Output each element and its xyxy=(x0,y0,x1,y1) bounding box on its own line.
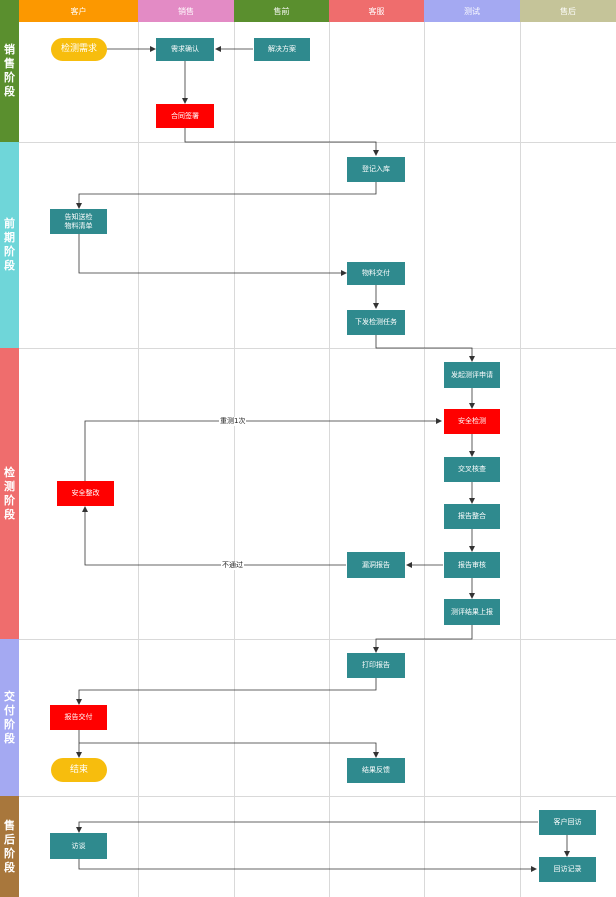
lane-divider xyxy=(234,22,235,897)
edge-vuln-to-fix xyxy=(82,506,346,566)
node-issue-task[interactable]: 下发检测任务 xyxy=(347,310,405,335)
node-report-audit[interactable]: 报告审核 xyxy=(444,552,500,578)
node-report-delivery[interactable]: 报告交付 xyxy=(50,705,107,730)
edge-label-fail: 不通过 xyxy=(221,561,244,570)
edge-task-to-apply xyxy=(375,335,475,362)
edge-contract-to-register xyxy=(184,128,379,156)
node-material-delivery[interactable]: 物料交付 xyxy=(347,262,405,285)
node-print-report[interactable]: 打印报告 xyxy=(347,653,405,678)
lane-header-customer: 客户 xyxy=(19,0,138,22)
node-solution[interactable]: 解决方案 xyxy=(254,38,310,61)
node-customer-visit[interactable]: 客户回访 xyxy=(539,810,596,835)
node-interview[interactable]: 访谈 xyxy=(50,833,107,859)
lane-divider xyxy=(424,22,425,897)
phase-divider xyxy=(19,142,616,143)
node-detect-demand[interactable]: 检测需求 xyxy=(51,38,107,61)
node-notify-line1: 告知送检 xyxy=(64,212,93,221)
phase-divider xyxy=(19,639,616,640)
node-contract[interactable]: 合同签署 xyxy=(156,104,214,128)
node-notify[interactable]: 告知送检 物料清单 xyxy=(50,209,107,234)
edge-delivery-to-feedback xyxy=(79,742,379,758)
phase-aftersales-label: 售后阶段 xyxy=(4,818,15,874)
phase-aftersales: 售后阶段 xyxy=(0,796,19,897)
node-notify-line2: 物料清单 xyxy=(64,221,93,230)
edge-interview-to-record xyxy=(78,859,537,872)
lane-header-aftersales: 售后 xyxy=(520,0,616,22)
node-visit-record[interactable]: 回访记录 xyxy=(539,857,596,882)
edge-register-to-notify xyxy=(76,182,377,209)
node-report-merge[interactable]: 报告整合 xyxy=(444,504,500,529)
node-test-apply[interactable]: 发起测评申请 xyxy=(444,362,500,388)
edge-print-to-delivery xyxy=(76,678,377,705)
phase-sales-label: 销售阶段 xyxy=(4,43,15,98)
node-cross-check[interactable]: 交叉核查 xyxy=(444,457,500,482)
edge-label-retest: 重测1次 xyxy=(219,417,247,426)
edge-submit-to-print xyxy=(373,625,473,653)
node-security-fix[interactable]: 安全整改 xyxy=(57,481,114,506)
edge-visit-to-interview xyxy=(76,821,538,833)
phase-divider xyxy=(19,796,616,797)
phase-testing: 检测阶段 xyxy=(0,348,19,639)
node-security-test[interactable]: 安全检测 xyxy=(444,409,500,434)
lane-header-service: 客服 xyxy=(329,0,424,22)
lane-divider xyxy=(138,22,139,897)
node-demand-confirm[interactable]: 需求确认 xyxy=(156,38,214,61)
lane-divider xyxy=(329,22,330,897)
lane-header-presales: 售前 xyxy=(234,0,329,22)
phase-early: 前期阶段 xyxy=(0,142,19,348)
lane-divider xyxy=(520,22,521,897)
node-vuln-report[interactable]: 漏洞报告 xyxy=(347,552,405,578)
edge-notify-to-material xyxy=(78,234,347,276)
lane-header-sales: 销售 xyxy=(138,0,234,22)
node-result-submit[interactable]: 测评结果上报 xyxy=(444,599,500,625)
node-end[interactable]: 结束 xyxy=(51,758,107,782)
phase-divider xyxy=(19,348,616,349)
lane-header-testing: 测试 xyxy=(424,0,520,22)
phase-delivery-label: 交付阶段 xyxy=(4,689,15,745)
phase-delivery: 交付阶段 xyxy=(0,639,19,796)
node-register[interactable]: 登记入库 xyxy=(347,157,405,182)
phase-testing-label: 检测阶段 xyxy=(4,465,15,521)
node-result-feedback[interactable]: 结果反馈 xyxy=(347,758,405,783)
phase-early-label: 前期阶段 xyxy=(4,217,15,272)
edge-fix-to-security xyxy=(84,418,442,481)
phase-sales: 销售阶段 xyxy=(0,0,19,142)
